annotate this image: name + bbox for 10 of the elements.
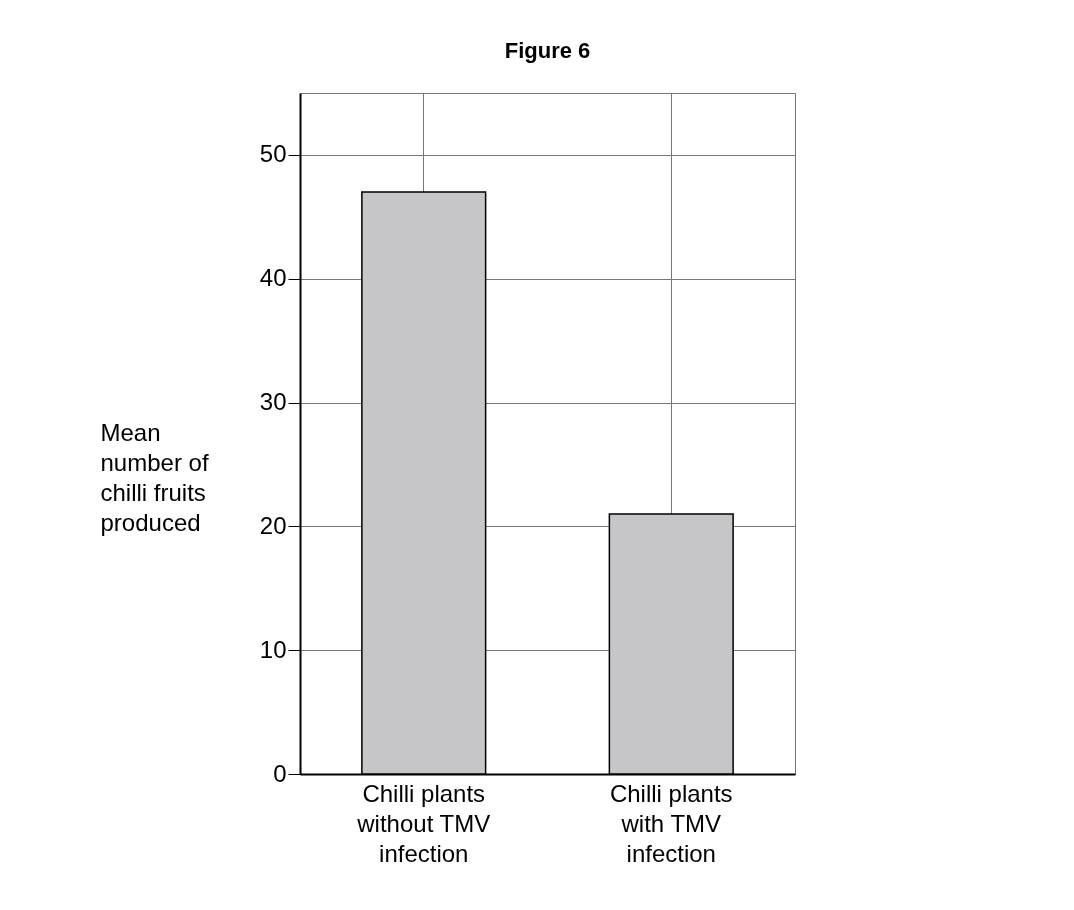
x-tick-label: Chilli plants without TMV infection	[356, 779, 491, 867]
y-tick-label: 50	[259, 140, 287, 168]
x-tick-label: Chilli plants with TMV infection	[609, 779, 733, 867]
y-tick-label: 0	[273, 759, 287, 787]
y-tick-label: 20	[259, 511, 287, 539]
y-tick-label: 10	[259, 635, 287, 663]
y-tick-label: 40	[259, 264, 287, 292]
y-axis-title: Mean number of chilli fruits produced	[100, 418, 209, 536]
y-tick-label: 30	[259, 388, 287, 416]
chart-title: Figure 6	[504, 38, 591, 63]
